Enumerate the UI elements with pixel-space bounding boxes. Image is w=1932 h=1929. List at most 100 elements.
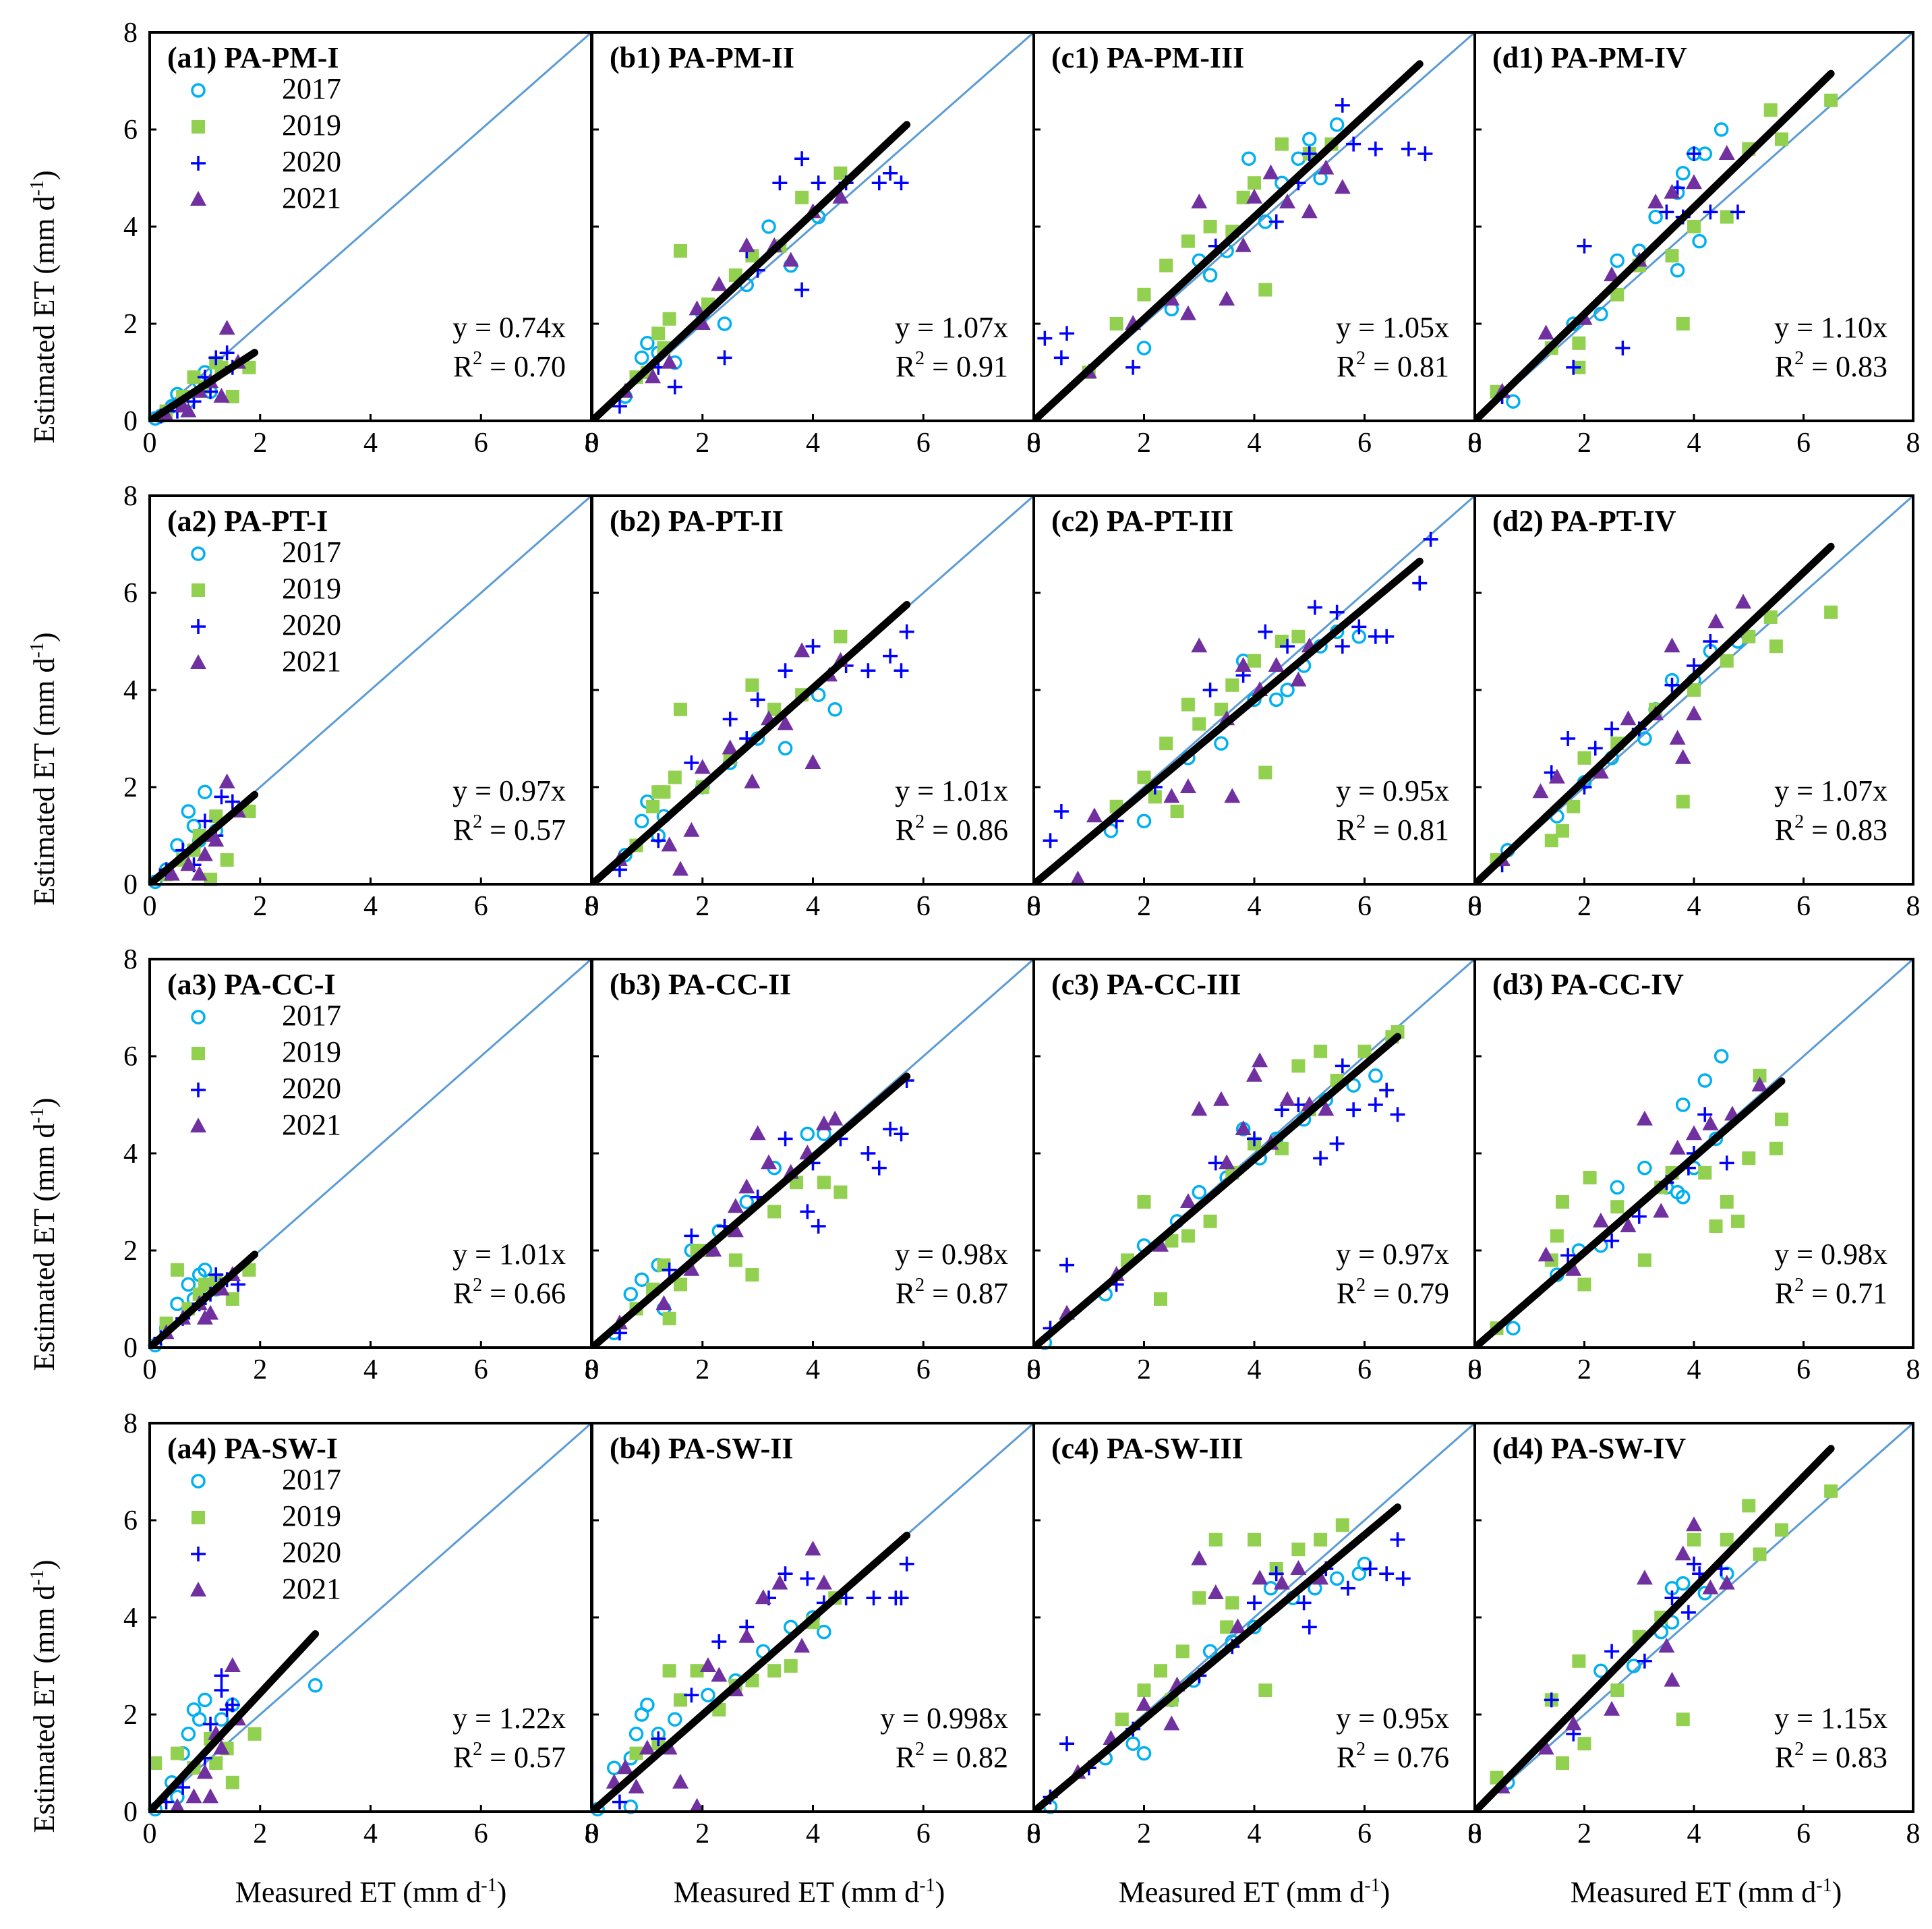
point-2017 [1692, 233, 1707, 249]
legend-label: 2019 [282, 1499, 341, 1532]
point-2019 [209, 1756, 223, 1770]
legend-marker-2017 [191, 1474, 206, 1489]
y-axis-title-row3: Estimated ET (mm d-1) [27, 1097, 61, 1371]
point-2019 [1170, 805, 1184, 818]
point-2019 [728, 1253, 742, 1267]
point-2021 [711, 1667, 728, 1682]
regression-line [592, 1072, 911, 1348]
point-2021 [1686, 1125, 1702, 1141]
point-2021 [1686, 174, 1702, 190]
legend-marker-2019 [192, 583, 205, 597]
point-2020 [1631, 1209, 1647, 1224]
x-tick-label: 2 [695, 428, 709, 459]
point-2021 [683, 822, 700, 837]
point-2021 [1686, 706, 1702, 720]
point-2017 [628, 1727, 644, 1741]
point-2020 [1208, 1155, 1223, 1171]
point-2021 [1592, 764, 1609, 779]
point-2020 [225, 794, 240, 809]
point-2021 [628, 1779, 645, 1793]
point-2019 [1208, 1532, 1223, 1547]
point-2020 [1059, 1257, 1075, 1273]
point-2021 [1273, 1574, 1290, 1590]
point-2021 [213, 1739, 230, 1755]
series-2021 [611, 1110, 844, 1329]
point-2021 [218, 320, 235, 335]
point-2019 [817, 1176, 831, 1190]
point-2019 [1610, 1683, 1624, 1697]
point-2021 [1212, 1091, 1229, 1106]
x-tick-label: 2 [253, 891, 267, 922]
point-2020 [219, 345, 235, 361]
point-2020 [1329, 1136, 1345, 1151]
point-2021 [1191, 1101, 1208, 1116]
point-2021 [1636, 1110, 1653, 1126]
point-2021 [1219, 291, 1235, 306]
point-2019 [833, 629, 848, 643]
point-2017 [1329, 1571, 1345, 1586]
point-2020 [883, 648, 898, 664]
point-2017 [198, 1263, 212, 1277]
r2-label: R2 = 0.66 [453, 1275, 566, 1310]
point-2019 [187, 370, 201, 384]
point-2019 [767, 1205, 782, 1219]
point-2021 [1235, 1120, 1252, 1135]
equation-label: y = 0.998x [880, 1702, 1008, 1735]
point-2019 [170, 1746, 184, 1760]
point-2020 [1368, 141, 1383, 156]
legend-item-2021: 2021 [190, 1572, 341, 1605]
equation-label: y = 0.98x [895, 1238, 1008, 1271]
point-2019 [1720, 654, 1734, 668]
point-2020 [1329, 604, 1345, 620]
point-2021 [694, 315, 711, 330]
equation-label: y = 0.95x [1336, 774, 1449, 807]
x-tick-label: 6 [474, 428, 488, 459]
equation-label: y = 1.07x [1774, 774, 1887, 807]
point-2017 [1626, 1659, 1641, 1673]
point-2021 [1565, 1715, 1582, 1731]
point-2017 [1368, 1068, 1383, 1083]
y-axis-title-row2: Estimated ET (mm d-1) [27, 632, 61, 905]
point-2019 [1248, 1532, 1261, 1547]
r2-label: R2 = 0.86 [896, 811, 1008, 846]
x-tick-label: 4 [806, 428, 820, 459]
point-2021 [755, 1589, 771, 1605]
point-2017 [1610, 253, 1624, 268]
x-tick-label: 8 [585, 428, 599, 459]
point-2021 [832, 188, 849, 204]
series-2017 [1506, 122, 1729, 409]
point-2021 [218, 773, 235, 788]
point-2021 [1179, 305, 1196, 320]
legend-marker-2019 [192, 1047, 205, 1060]
x-tick-label: 4 [1687, 428, 1701, 459]
point-2021 [1207, 1584, 1224, 1599]
panel-title: (a3) PA-CC-I [167, 968, 336, 1001]
regression-line [1475, 1077, 1786, 1348]
x-tick-label: 0 [1468, 891, 1482, 922]
panel-b2: 0 2 4 6 8 (b2) PA-PT-II y = 1.01x R2 = 0.86 [585, 494, 1041, 922]
point-2019 [1720, 210, 1734, 224]
legend-marker-2017 [191, 83, 206, 98]
point-2019 [1357, 1044, 1372, 1058]
point-2020 [1346, 136, 1362, 152]
point-2021 [1235, 657, 1252, 672]
point-2021 [1548, 768, 1565, 784]
point-2017 [1637, 1160, 1652, 1176]
y-tick-label: 4 [123, 1139, 138, 1170]
y-tick-label: 8 [123, 1408, 138, 1439]
series-2020 [1037, 98, 1433, 375]
point-2017 [701, 1688, 715, 1702]
point-2021 [1318, 159, 1335, 175]
x-tick-label: 0 [585, 1354, 599, 1385]
point-2021 [1301, 203, 1318, 219]
point-2019 [1192, 1591, 1206, 1605]
regression-line [1034, 1033, 1402, 1348]
point-2019 [1556, 824, 1569, 838]
point-2020 [860, 1146, 876, 1161]
legend-label: 2021 [282, 1572, 341, 1605]
point-2021 [661, 836, 678, 852]
point-2019 [674, 244, 687, 258]
point-2017 [1506, 1321, 1521, 1335]
point-2019 [1665, 249, 1679, 263]
